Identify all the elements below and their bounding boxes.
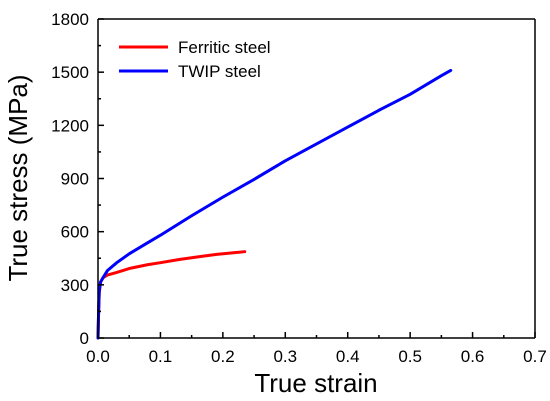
x-tick-label: 0.0 <box>86 347 110 366</box>
y-tick-label: 1800 <box>51 10 89 29</box>
labels: True strain True stress (MPa) <box>3 74 378 398</box>
legend-item-ferritic: Ferritic steel <box>119 38 271 57</box>
x-tick-label: 0.3 <box>273 347 297 366</box>
legend-item-twip: TWIP steel <box>119 62 261 81</box>
y-tick-label: 1500 <box>51 63 89 82</box>
x-tick-label: 0.2 <box>211 347 235 366</box>
x-tick-label: 0.4 <box>336 347 360 366</box>
legend-label-ferritic: Ferritic steel <box>178 38 271 57</box>
twip-steel-series-line <box>96 68 453 340</box>
x-axis-label: True strain <box>254 368 377 398</box>
plot-area <box>96 68 453 340</box>
y-tick-label: 300 <box>61 276 89 295</box>
axes <box>97 18 536 339</box>
x-tick-label: 0.7 <box>523 347 547 366</box>
y-tick-label: 900 <box>61 170 89 189</box>
x-tick-label: 0.1 <box>149 347 173 366</box>
legend: Ferritic steel TWIP steel <box>119 38 271 81</box>
y-axis-label: True stress (MPa) <box>3 74 33 281</box>
ferritic-steel-series-line <box>96 250 247 340</box>
legend-label-twip: TWIP steel <box>178 62 261 81</box>
ticks: 0.0 0.1 0.2 0.3 0.4 0.5 0.6 0.7 0 300 600 900 1200 15… <box>51 10 547 366</box>
y-tick-label: 600 <box>61 223 89 242</box>
x-tick-label: 0.6 <box>461 347 485 366</box>
y-tick-label: 0 <box>80 329 89 348</box>
y-tick-label: 1200 <box>51 116 89 135</box>
x-tick-label: 0.5 <box>398 347 422 366</box>
